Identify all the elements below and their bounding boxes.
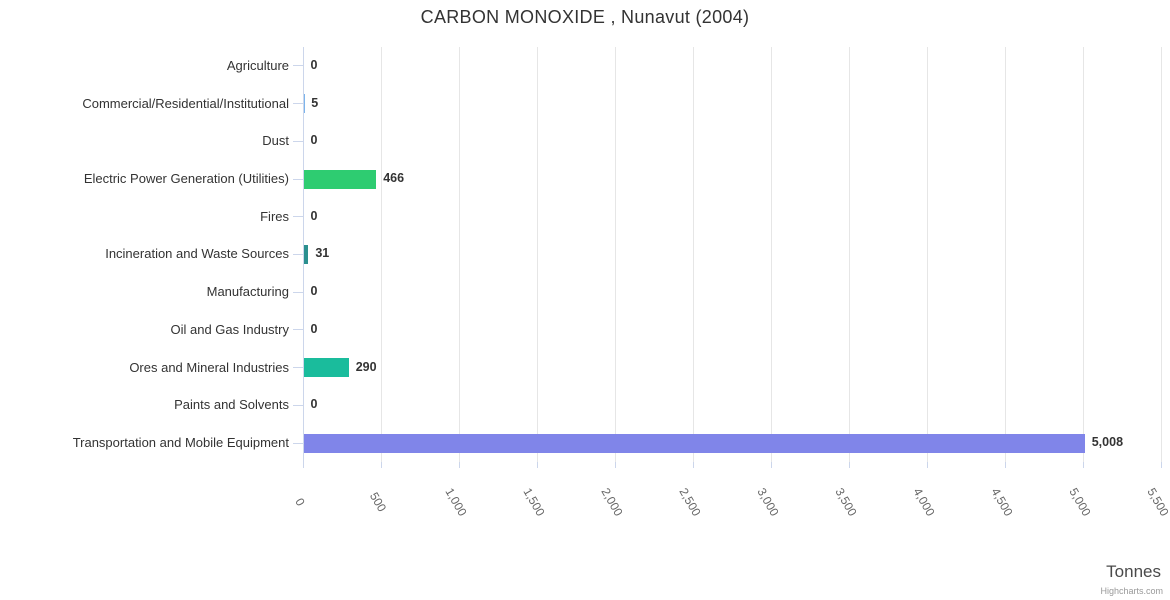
grid-line xyxy=(927,47,928,462)
x-tick-label: 0 xyxy=(291,495,308,509)
category-row: Dust 0 xyxy=(0,122,1170,160)
x-axis-tick-mark xyxy=(849,462,850,468)
category-label: Manufacturing xyxy=(206,284,289,300)
y-axis-tick-mark xyxy=(293,367,303,369)
value-label: 5,008 xyxy=(1091,435,1124,450)
series-rows: Agriculture 0 Commercial/Residential/Insti… xyxy=(0,47,1170,462)
x-tick-label: 3,000 xyxy=(753,485,782,519)
y-axis-tick-mark xyxy=(293,103,303,105)
value-label: 0 xyxy=(310,133,318,148)
value-label: 290 xyxy=(355,359,377,374)
x-tick-label: 1,500 xyxy=(519,485,548,519)
value-label: 0 xyxy=(310,397,318,412)
x-axis-title: Tonnes xyxy=(1106,562,1161,581)
value-label: 0 xyxy=(310,57,318,72)
bar-transportation-and-mobile-equipment[interactable] xyxy=(303,433,1085,453)
grid-line xyxy=(771,47,772,462)
category-label: Agriculture xyxy=(226,57,289,73)
category-label: Fires xyxy=(260,208,289,224)
x-tick-label: 2,000 xyxy=(597,485,626,519)
category-row: Agriculture 0 xyxy=(0,47,1170,85)
bar-incineration-and-waste-sources[interactable] xyxy=(303,244,309,264)
x-tick-label: 5,000 xyxy=(1065,485,1094,519)
grid-line xyxy=(537,47,538,462)
y-axis-tick-mark xyxy=(293,404,303,406)
category-row: Fires 0 xyxy=(0,198,1170,236)
category-label: Incineration and Waste Sources xyxy=(105,246,289,262)
x-tick-label: 500 xyxy=(366,489,389,515)
value-label: 0 xyxy=(310,284,318,299)
x-axis-tick-mark xyxy=(615,462,616,468)
value-label: 31 xyxy=(315,246,330,261)
y-axis-tick-mark xyxy=(293,329,303,331)
x-axis-tick-mark xyxy=(459,462,460,468)
category-label: Commercial/Residential/Institutional xyxy=(82,95,289,111)
x-axis-tick-mark xyxy=(381,462,382,468)
category-row: Ores and Mineral Industries 290 xyxy=(0,349,1170,387)
x-axis-tick-mark xyxy=(1083,462,1084,468)
grid-line xyxy=(615,47,616,462)
bar-commercial-residential-institutional[interactable] xyxy=(303,94,305,114)
value-label: 5 xyxy=(311,95,319,110)
x-tick-label: 3,500 xyxy=(831,485,860,519)
y-axis-tick-mark xyxy=(293,442,303,444)
grid-line xyxy=(1005,47,1006,462)
category-label: Oil and Gas Industry xyxy=(170,321,290,337)
highcharts-credit-link[interactable]: Highcharts.com xyxy=(1100,586,1163,596)
category-row: Transportation and Mobile Equipment 5,008 xyxy=(0,424,1170,462)
y-axis-tick-mark xyxy=(293,291,303,293)
x-tick-label: 2,500 xyxy=(675,485,704,519)
x-axis-tick-mark xyxy=(693,462,694,468)
category-row: Paints and Solvents 0 xyxy=(0,387,1170,425)
x-axis-tick-mark xyxy=(537,462,538,468)
x-tick-label: 4,500 xyxy=(987,485,1016,519)
category-label: Paints and Solvents xyxy=(174,397,289,413)
value-label: 466 xyxy=(383,171,405,186)
category-label: Electric Power Generation (Utilities) xyxy=(83,171,289,187)
bar-ores-and-mineral-industries[interactable] xyxy=(303,358,349,378)
value-label: 0 xyxy=(310,208,318,223)
y-axis-tick-mark xyxy=(293,178,303,180)
x-tick-label: 4,000 xyxy=(909,485,938,519)
grid-line xyxy=(459,47,460,462)
x-axis-tick-mark xyxy=(927,462,928,468)
x-axis-tick-mark xyxy=(1161,462,1162,468)
y-axis-tick-mark xyxy=(293,65,303,67)
plot-area xyxy=(303,47,1162,468)
bar-electric-power-generation-utilities-[interactable] xyxy=(303,169,377,189)
x-tick-label: 5,500 xyxy=(1143,485,1170,519)
grid-line xyxy=(849,47,850,462)
y-axis-tick-mark xyxy=(293,140,303,142)
chart-title: CARBON MONOXIDE , Nunavut (2004) xyxy=(420,7,750,27)
category-row: Commercial/Residential/Institutional 5 xyxy=(0,85,1170,123)
category-label: Transportation and Mobile Equipment xyxy=(72,435,289,451)
grid-line xyxy=(693,47,694,462)
y-axis-tick-mark xyxy=(293,216,303,218)
x-axis-tick-mark xyxy=(1005,462,1006,468)
value-label: 0 xyxy=(310,321,318,336)
category-label: Dust xyxy=(262,133,289,149)
category-row: Oil and Gas Industry 0 xyxy=(0,311,1170,349)
category-row: Manufacturing 0 xyxy=(0,273,1170,311)
category-label: Ores and Mineral Industries xyxy=(129,359,289,375)
grid-line xyxy=(1083,47,1084,462)
category-row: Incineration and Waste Sources 31 xyxy=(0,236,1170,274)
x-tick-label: 1,000 xyxy=(441,485,470,519)
x-axis-tick-mark xyxy=(771,462,772,468)
y-axis-tick-mark xyxy=(293,253,303,255)
grid-line xyxy=(1161,47,1162,462)
grid-line xyxy=(381,47,382,462)
category-row: Electric Power Generation (Utilities) 466 xyxy=(0,160,1170,198)
